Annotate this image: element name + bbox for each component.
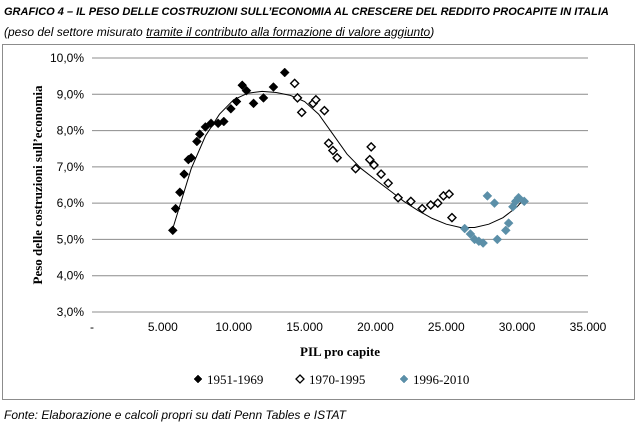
data-point: [289, 78, 300, 89]
data-point: [478, 238, 488, 248]
x-tick-label: 15.000: [286, 320, 323, 334]
data-point: [465, 229, 476, 239]
data-point: [383, 178, 394, 189]
data-point: [248, 98, 259, 109]
chart-title: GRAFICO 4 – IL PESO DELLE COSTRUZIONI SU…: [4, 6, 609, 18]
data-point: [279, 67, 290, 78]
data-point: [459, 223, 470, 234]
data-point: [446, 212, 457, 223]
data-point: [425, 199, 436, 210]
data-point: [231, 96, 242, 107]
data-point: [366, 141, 377, 152]
x-tick-label: -: [90, 320, 94, 334]
data-point: [218, 116, 229, 127]
x-tick-label: 35.000: [570, 320, 607, 334]
chart-frame: [2, 44, 635, 400]
data-point: [327, 145, 338, 156]
data-point: [241, 85, 252, 96]
trendline: [172, 90, 525, 229]
y-tick-label: 4,0%: [57, 269, 85, 283]
y-axis-title: Peso delle costruzioni sull’economia: [30, 85, 45, 284]
y-tick-label: 8,0%: [57, 124, 85, 138]
y-tick-label: 5,0%: [57, 232, 85, 246]
data-point: [226, 103, 236, 114]
data-point: [364, 154, 375, 165]
data-point: [310, 94, 321, 105]
data-point: [417, 203, 428, 214]
data-point: [296, 107, 307, 118]
legend-label: 1970-1995: [309, 372, 365, 387]
x-tick-label: 30.000: [499, 320, 536, 334]
x-axis-title: PIL pro capite: [300, 344, 380, 359]
data-point: [186, 152, 197, 163]
x-tick-label: 10.000: [215, 320, 252, 334]
data-point: [492, 234, 503, 245]
subtitle-prefix: (peso del settore misurato: [4, 25, 147, 39]
x-tick-label: 5.000: [148, 320, 178, 334]
x-tick-label: 25.000: [428, 320, 465, 334]
legend-marker: [399, 374, 409, 384]
data-point: [170, 203, 181, 214]
y-tick-label: 6,0%: [57, 196, 85, 210]
data-point: [323, 138, 334, 149]
data-point: [167, 225, 178, 236]
y-tick-label: 9,0%: [57, 87, 85, 101]
data-point: [393, 192, 404, 203]
data-point: [179, 169, 189, 179]
data-point: [332, 152, 343, 163]
data-point: [482, 191, 493, 201]
legend-marker: [193, 374, 203, 384]
data-point: [444, 189, 455, 200]
source-note: Fonte: Elaborazione e calcoli propri su …: [4, 408, 346, 422]
data-point: [369, 160, 380, 171]
data-point: [258, 93, 269, 103]
data-point: [489, 198, 500, 208]
data-point: [376, 169, 387, 180]
y-tick-label: 3,0%: [57, 305, 85, 319]
chart-subtitle: (peso del settore misurato tramite il co…: [4, 25, 434, 39]
x-tick-label: 20.000: [357, 320, 394, 334]
data-point: [206, 118, 216, 129]
data-point: [319, 105, 330, 116]
data-point: [432, 198, 443, 209]
data-point: [500, 225, 511, 236]
data-point: [237, 80, 248, 91]
data-point: [194, 129, 205, 140]
data-point: [405, 196, 416, 207]
subtitle-suffix: ): [430, 25, 435, 39]
y-tick-label: 10,0%: [50, 51, 84, 65]
data-point: [519, 196, 530, 207]
data-point: [175, 187, 185, 198]
subtitle-underlined: tramite il contributo alla formazione di…: [146, 25, 431, 39]
data-point: [192, 136, 202, 147]
legend-label: 1996-2010: [413, 372, 469, 387]
data-point: [292, 92, 303, 103]
data-point: [268, 82, 279, 92]
legend-marker: [295, 374, 305, 384]
y-tick-label: 7,0%: [57, 160, 85, 174]
legend-label: 1951-1969: [207, 372, 263, 387]
data-point: [503, 218, 514, 228]
data-point: [350, 163, 361, 174]
